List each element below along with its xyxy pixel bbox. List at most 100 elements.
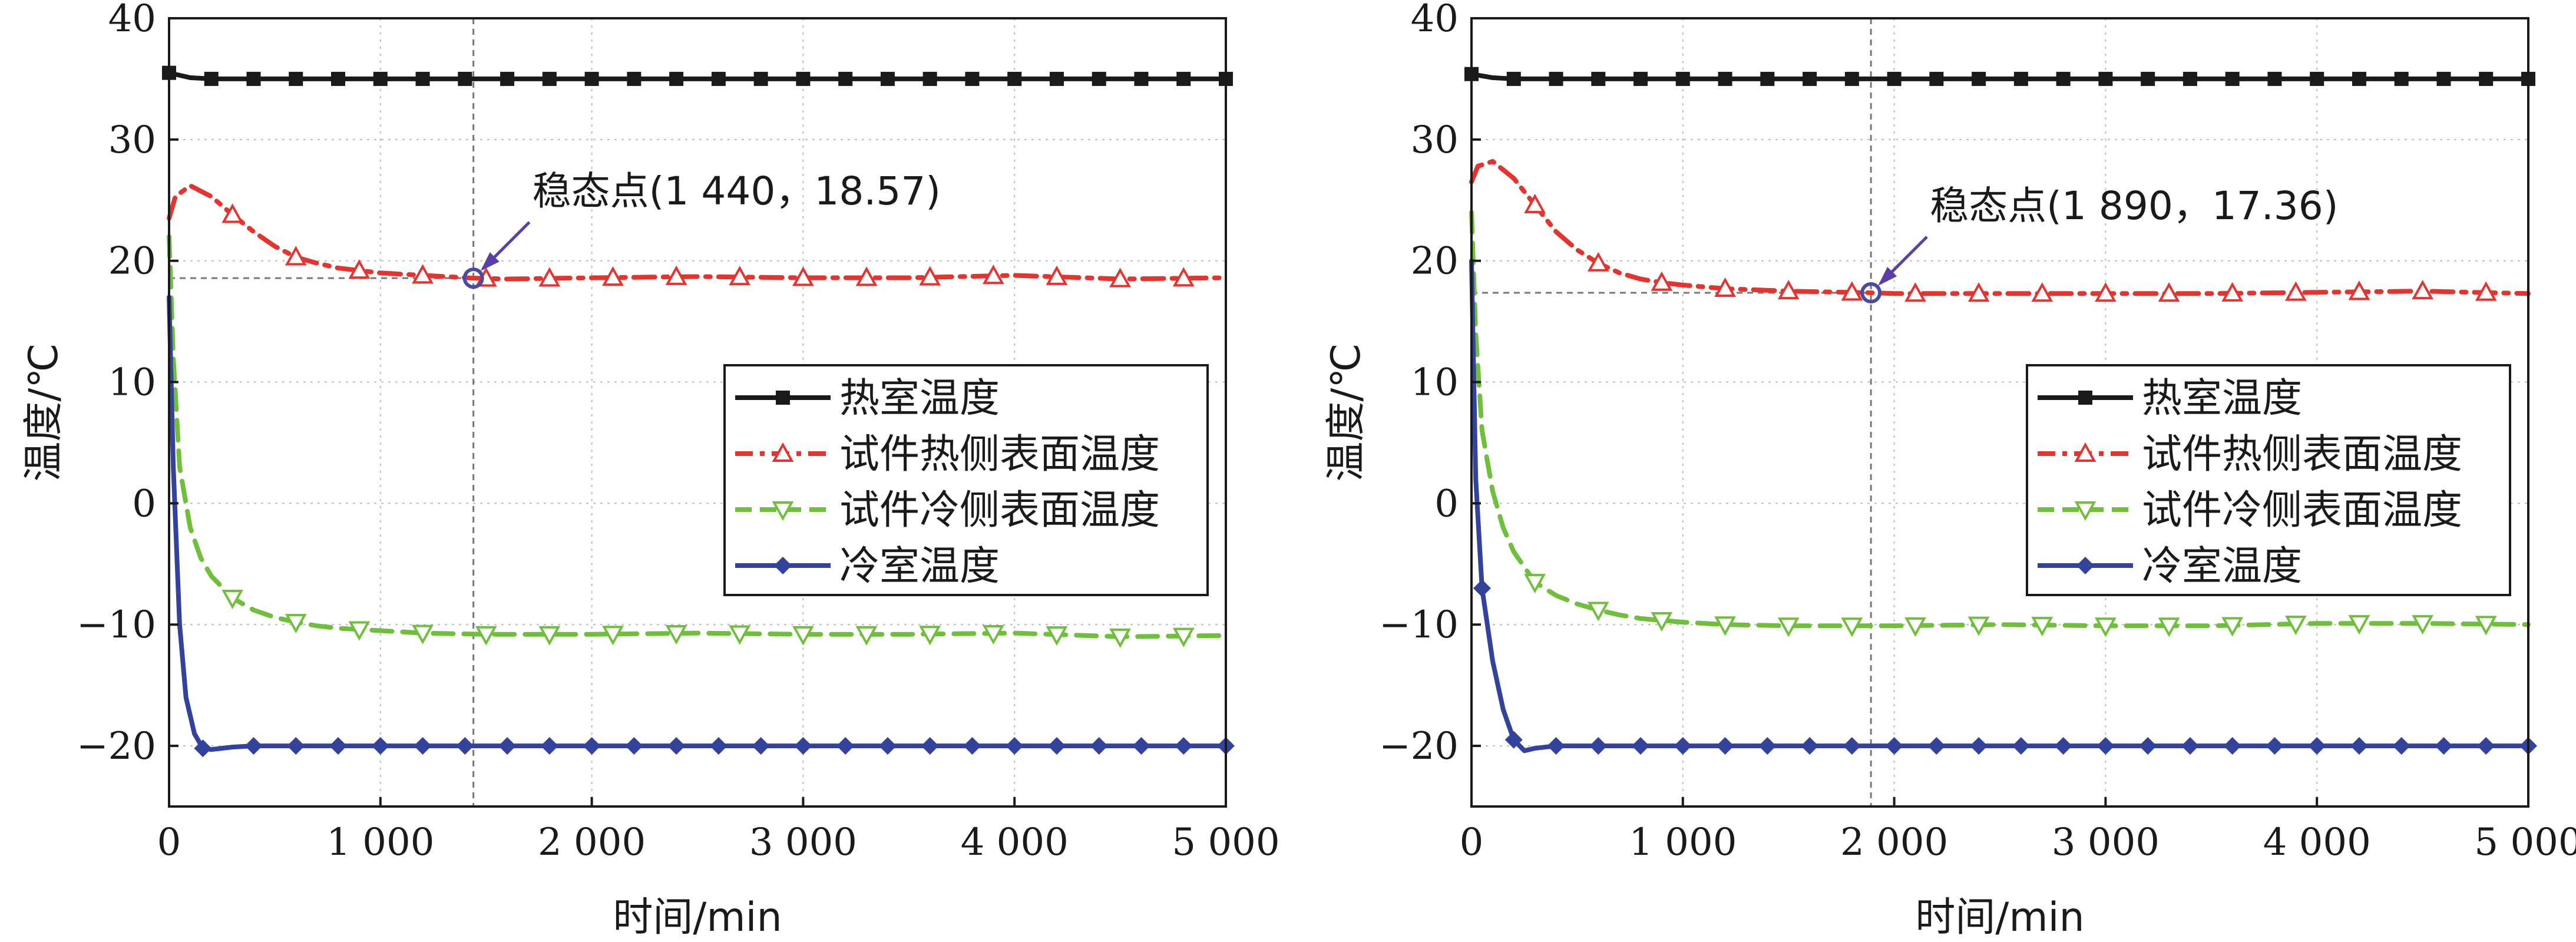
data-point xyxy=(1049,71,1064,86)
data-point xyxy=(2284,615,2307,636)
data-point xyxy=(796,71,811,86)
data-point xyxy=(289,71,303,86)
data-point xyxy=(1633,71,1648,86)
data-point xyxy=(792,266,814,286)
data-point xyxy=(194,739,212,758)
data-point xyxy=(2412,280,2433,300)
data-point xyxy=(669,71,684,86)
data-point xyxy=(2436,71,2451,86)
data-point xyxy=(1844,71,1859,86)
data-point xyxy=(2012,737,2030,755)
series-3 xyxy=(167,295,1235,758)
legend-swatch-marker xyxy=(776,391,790,405)
data-point xyxy=(500,71,515,86)
data-point xyxy=(919,266,941,286)
plot-frame xyxy=(1470,17,2529,808)
data-point xyxy=(2308,737,2326,755)
data-point xyxy=(794,737,812,755)
data-point xyxy=(2098,71,2113,86)
data-point xyxy=(456,737,474,755)
data-point xyxy=(1132,737,1150,755)
data-point xyxy=(729,266,751,286)
data-point xyxy=(2435,737,2453,755)
data-point xyxy=(246,71,261,86)
data-point xyxy=(1801,737,1819,755)
data-point xyxy=(963,737,981,755)
data-point xyxy=(287,737,305,755)
y-tick-label: 0 xyxy=(1434,482,1459,525)
x-axis-label: 时间/min xyxy=(1915,894,2084,941)
legend-label: 试件冷侧表面温度 xyxy=(839,487,1160,534)
y-tick-label: −20 xyxy=(77,725,156,768)
data-point xyxy=(1716,737,1734,755)
y-tick-label: −10 xyxy=(1379,603,1459,647)
series-line xyxy=(167,183,1228,282)
legend-swatch-marker xyxy=(2074,442,2096,462)
data-point xyxy=(2013,71,2028,86)
legend-swatch-marker xyxy=(2076,557,2094,574)
y-tick-label: 20 xyxy=(1411,240,1459,283)
legend-label: 试件热侧表面温度 xyxy=(2142,431,2462,478)
chart-panel-left: 稳态点(1 440，18.57) 0 1 000 2 000 3 000 4 000 5 0… xyxy=(21,0,1280,941)
data-point xyxy=(965,71,980,86)
series-line xyxy=(167,295,1228,752)
data-point xyxy=(1967,282,1990,302)
data-point xyxy=(1803,71,1817,86)
series-0 xyxy=(1464,67,2535,86)
data-point xyxy=(1109,267,1131,287)
data-point xyxy=(1176,71,1191,86)
data-point xyxy=(1885,737,1903,755)
data-point xyxy=(1109,628,1131,648)
data-point xyxy=(921,737,939,755)
data-point xyxy=(1172,627,1195,647)
data-point xyxy=(838,71,853,86)
data-point xyxy=(2266,737,2284,755)
legend-label: 试件冷侧表面温度 xyxy=(2142,487,2462,534)
data-point xyxy=(2477,737,2495,755)
data-point xyxy=(2139,737,2157,755)
data-point xyxy=(1524,574,1546,594)
data-point xyxy=(2141,71,2155,86)
data-point xyxy=(2031,617,2053,637)
data-point xyxy=(1777,280,1800,300)
data-point xyxy=(2158,282,2180,302)
y-tick-label: 10 xyxy=(1411,361,1459,405)
data-point xyxy=(880,71,895,86)
data-point xyxy=(1587,601,1609,622)
data-point xyxy=(627,71,641,86)
data-point xyxy=(709,737,728,755)
x-tick-label: 4 000 xyxy=(2263,821,2371,864)
data-point xyxy=(2223,737,2241,755)
data-point xyxy=(1506,71,1521,86)
data-point xyxy=(538,267,561,287)
data-point xyxy=(2352,71,2366,86)
data-point xyxy=(2479,71,2494,86)
data-point xyxy=(2158,617,2180,637)
series-3 xyxy=(1469,258,2537,755)
data-point xyxy=(602,626,624,646)
series-line xyxy=(1469,158,2531,296)
data-point xyxy=(2096,737,2115,755)
legend-label: 冷室温度 xyxy=(2142,543,2302,590)
chart-panel-right: 稳态点(1 890，17.36) 0 1 000 2 000 3 000 4 000 5 0… xyxy=(1323,0,2576,941)
data-point xyxy=(1092,71,1106,86)
data-point xyxy=(2412,615,2433,635)
data-point xyxy=(2225,71,2240,86)
data-point xyxy=(475,626,497,646)
x-tick-label: 3 000 xyxy=(749,821,857,864)
data-point xyxy=(1904,282,1926,302)
y-axis-label: 温度/℃ xyxy=(1323,343,1370,481)
legend-box xyxy=(2026,364,2511,596)
data-point xyxy=(1524,193,1546,214)
data-point xyxy=(221,589,244,610)
data-point xyxy=(729,625,751,645)
data-point xyxy=(412,624,434,644)
y-tick-label: 10 xyxy=(108,361,156,405)
data-point xyxy=(221,203,244,223)
data-point xyxy=(1047,737,1066,755)
data-point xyxy=(1970,737,1988,755)
y-tick-label: 30 xyxy=(1411,118,1459,162)
data-point xyxy=(1134,71,1149,86)
